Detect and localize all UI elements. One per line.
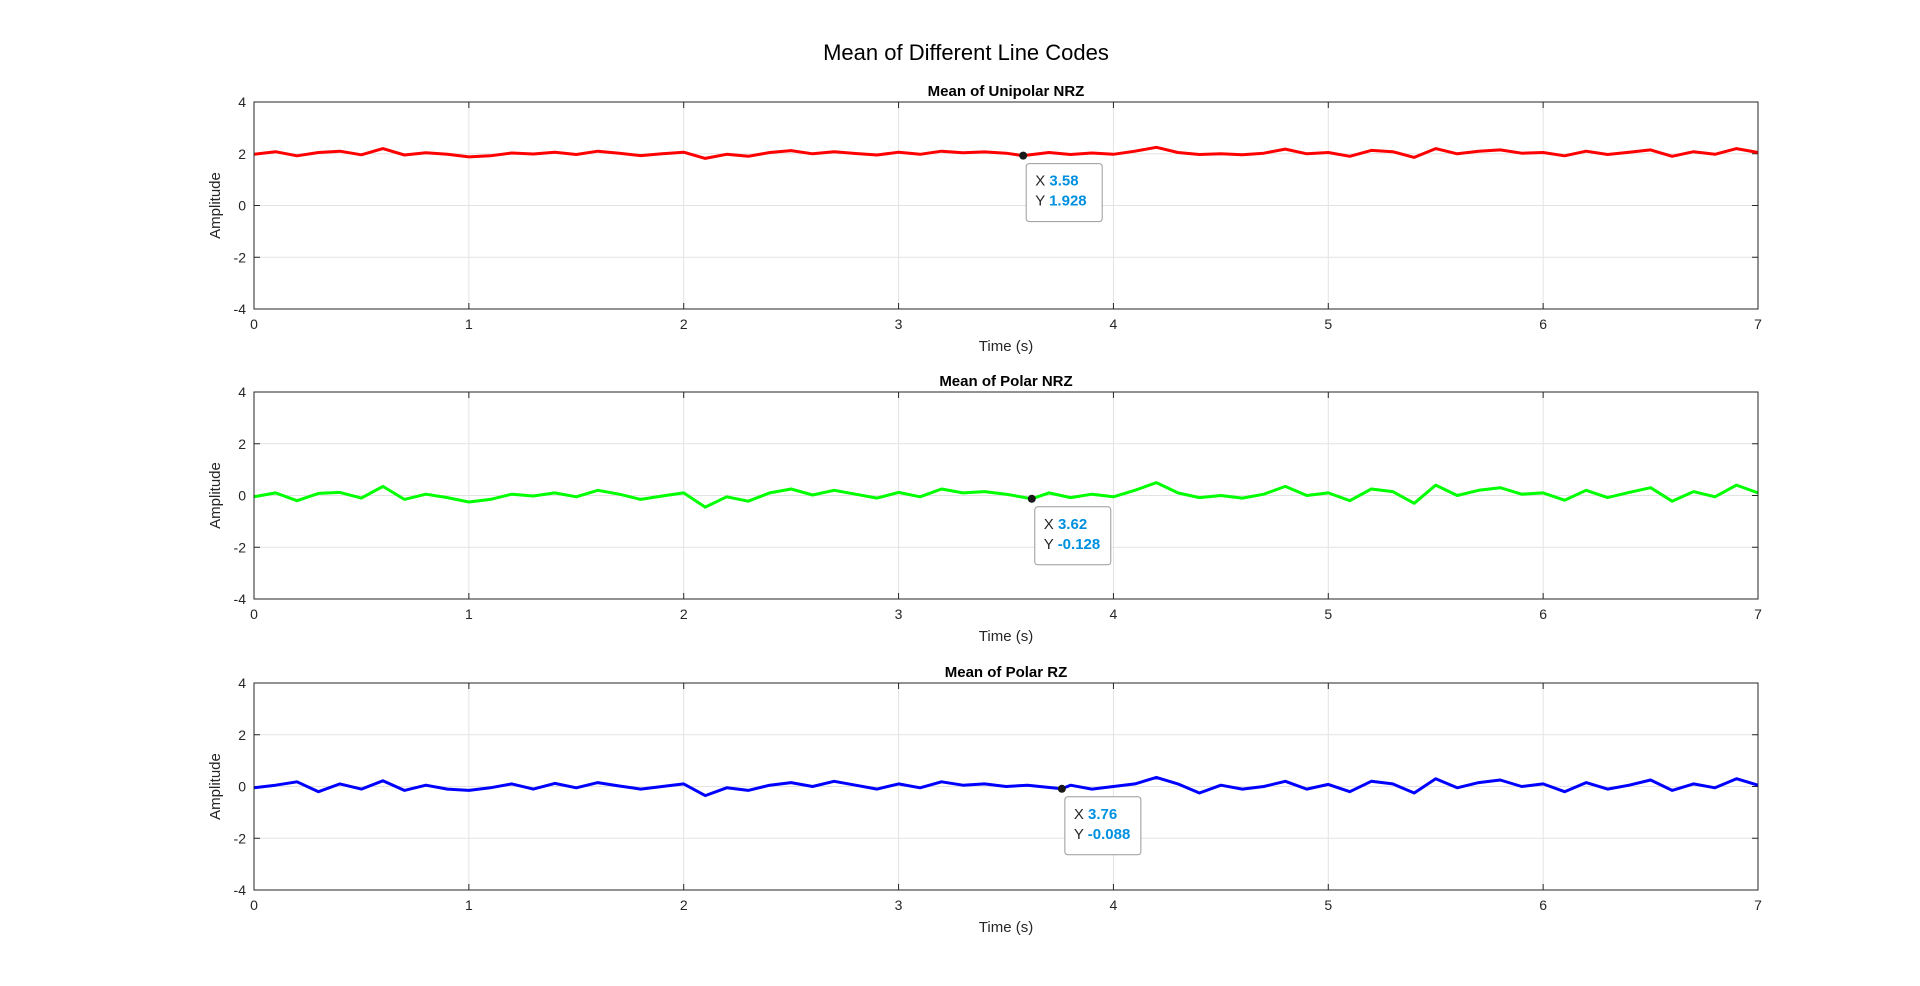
datatip-x-value: 3.76 xyxy=(1088,806,1117,823)
y-axis-label: Amplitude xyxy=(207,753,224,820)
x-tick-label: 5 xyxy=(1324,316,1332,332)
x-tick-label: 2 xyxy=(680,316,688,332)
x-tick-label: 6 xyxy=(1539,897,1547,913)
x-tick-label: 1 xyxy=(465,316,473,332)
subplot-title: Mean of Polar NRZ xyxy=(939,373,1072,390)
y-tick-label: -4 xyxy=(234,882,247,898)
x-tick-label: 2 xyxy=(680,897,688,913)
datatip-y-row: Y -0.088 xyxy=(1074,826,1130,843)
y-tick-label: -2 xyxy=(234,539,247,555)
datatip[interactable]: X 3.58Y 1.928 xyxy=(1025,163,1103,223)
x-axis-label: Time (s) xyxy=(979,919,1033,936)
datatip-y-value: -0.088 xyxy=(1088,826,1131,843)
x-tick-label: 5 xyxy=(1324,606,1332,622)
axes-box xyxy=(253,101,1759,310)
y-tick-label: 4 xyxy=(238,675,246,691)
datatip-x-row: X 3.62 xyxy=(1044,516,1087,533)
y-tick-label: 0 xyxy=(238,488,246,504)
datatip-x-row: X 3.76 xyxy=(1074,806,1117,823)
x-axis-label: Time (s) xyxy=(979,628,1033,645)
datatip-marker[interactable] xyxy=(1057,784,1066,793)
series-line xyxy=(253,775,1759,798)
x-tick-label: 4 xyxy=(1110,316,1118,332)
axes-box xyxy=(253,682,1759,891)
x-tick-label: 4 xyxy=(1110,897,1118,913)
x-tick-label: 7 xyxy=(1754,316,1762,332)
datatip-x-label: X xyxy=(1035,173,1049,190)
subplot-title: Mean of Unipolar NRZ xyxy=(928,83,1085,100)
x-tick-label: 4 xyxy=(1110,606,1118,622)
datatip-box xyxy=(1025,163,1103,223)
y-tick-label: 2 xyxy=(238,727,246,743)
axes-container: 0 1 2 3 4 5 6 7 -4 -2 0 2 4 Mean of Unipolar NRZ Time … xyxy=(207,83,1762,936)
y-tick-label: 4 xyxy=(238,94,246,110)
axes-1: 0 1 2 3 4 5 6 7 -4 -2 0 2 4 Mean of Unipolar NRZ Time … xyxy=(207,83,1762,355)
datatip-marker[interactable] xyxy=(1027,494,1036,503)
y-tick-label: 4 xyxy=(238,384,246,400)
y-tick-label: 0 xyxy=(238,779,246,795)
x-tick-label: 7 xyxy=(1754,606,1762,622)
datatip-box xyxy=(1064,796,1142,856)
x-tick-label: 6 xyxy=(1539,316,1547,332)
datatip-x-label: X xyxy=(1074,806,1088,823)
axes-box xyxy=(253,391,1759,600)
y-axis-label: Amplitude xyxy=(207,462,224,529)
x-tick-label: 7 xyxy=(1754,897,1762,913)
x-tick-label: 0 xyxy=(250,606,258,622)
y-tick-label: -4 xyxy=(234,591,247,607)
datatip-y-value: -0.128 xyxy=(1058,536,1101,553)
x-tick-label: 3 xyxy=(895,897,903,913)
x-tick-label: 1 xyxy=(465,606,473,622)
series-line xyxy=(253,145,1759,160)
datatip-y-label: Y xyxy=(1074,826,1088,843)
x-tick-label: 0 xyxy=(250,316,258,332)
datatip-y-label: Y xyxy=(1035,193,1049,210)
x-tick-label: 2 xyxy=(680,606,688,622)
datatip-y-row: Y 1.928 xyxy=(1035,193,1086,210)
datatip-box xyxy=(1034,506,1112,566)
axes-2: 0 1 2 3 4 5 6 7 -4 -2 0 2 4 Mean of Polar NRZ Time (s)… xyxy=(207,373,1762,645)
datatip-marker[interactable] xyxy=(1019,151,1028,160)
datatip-y-label: Y xyxy=(1044,536,1058,553)
x-tick-label: 3 xyxy=(895,316,903,332)
datatip[interactable]: X 3.76Y -0.088 xyxy=(1064,796,1142,856)
x-tick-label: 6 xyxy=(1539,606,1547,622)
y-tick-label: 2 xyxy=(238,436,246,452)
datatip-x-label: X xyxy=(1044,516,1058,533)
y-tick-label: -2 xyxy=(234,830,247,846)
y-tick-label: -4 xyxy=(234,301,247,317)
axes-3: 0 1 2 3 4 5 6 7 -4 -2 0 2 4 Mean of Polar RZ Time (s) A… xyxy=(207,664,1762,936)
subplot-title: Mean of Polar RZ xyxy=(945,664,1068,681)
y-tick-label: -2 xyxy=(234,249,247,265)
datatip-x-value: 3.58 xyxy=(1049,173,1078,190)
datatip-y-value: 1.928 xyxy=(1049,193,1087,210)
datatip-y-row: Y -0.128 xyxy=(1044,536,1100,553)
x-tick-label: 3 xyxy=(895,606,903,622)
x-axis-label: Time (s) xyxy=(979,338,1033,355)
x-tick-label: 0 xyxy=(250,897,258,913)
y-tick-label: 2 xyxy=(238,146,246,162)
datatip[interactable]: X 3.62Y -0.128 xyxy=(1034,506,1112,566)
series-line xyxy=(253,481,1759,509)
x-tick-label: 1 xyxy=(465,897,473,913)
figure-title: Mean of Different Line Codes xyxy=(823,40,1109,65)
y-tick-label: 0 xyxy=(238,198,246,214)
y-axis-label: Amplitude xyxy=(207,172,224,239)
x-tick-label: 5 xyxy=(1324,897,1332,913)
datatip-x-row: X 3.58 xyxy=(1035,173,1078,190)
datatip-x-value: 3.62 xyxy=(1058,516,1087,533)
